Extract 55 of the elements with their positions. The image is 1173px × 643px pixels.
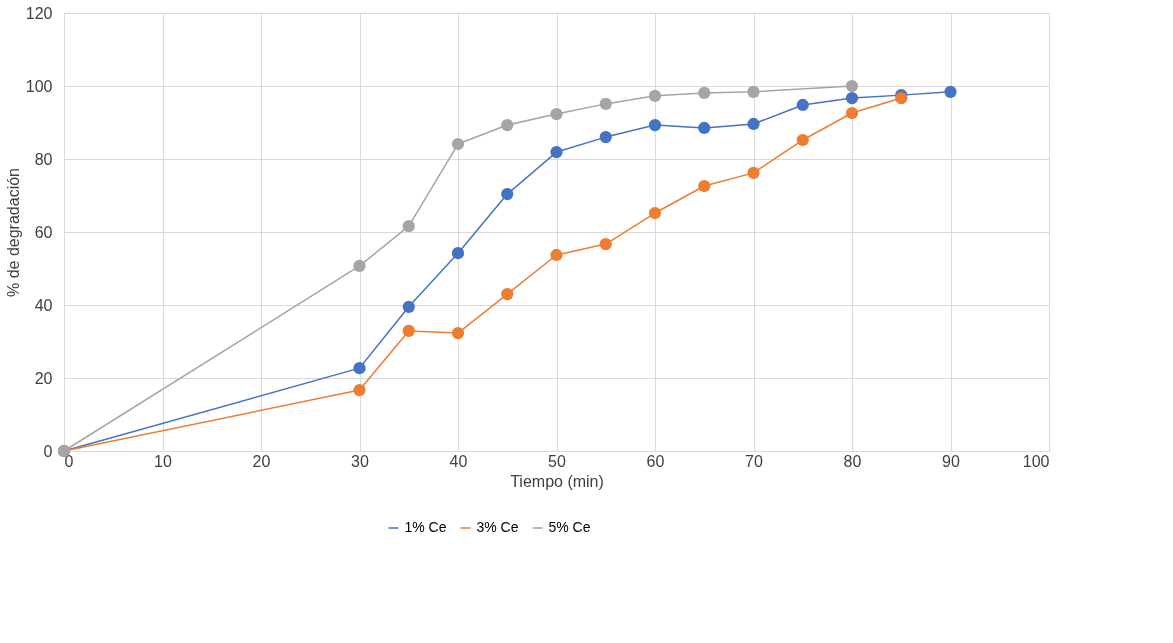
point <box>402 324 415 338</box>
y-tick-label: 60 <box>34 223 53 241</box>
point <box>648 89 662 102</box>
point <box>648 118 662 132</box>
x-tick-label: 80 <box>843 452 862 470</box>
legend-label: 3% Ce <box>476 519 519 535</box>
x-tick-label: 70 <box>745 452 763 470</box>
point <box>796 133 809 147</box>
point <box>845 79 859 93</box>
x-axis-title: Tiempo (min) <box>510 472 604 490</box>
point <box>451 247 465 260</box>
point <box>845 106 859 120</box>
legend-label: 1% Ce <box>404 519 447 535</box>
legend-label: 5% Ce <box>548 519 591 535</box>
point <box>353 259 366 273</box>
point <box>550 107 563 121</box>
point <box>353 362 366 375</box>
x-tick-label: 30 <box>351 452 369 470</box>
point <box>698 179 711 193</box>
point <box>944 85 957 98</box>
y-tick-label: 40 <box>34 296 53 314</box>
point <box>796 98 809 112</box>
point <box>599 237 612 251</box>
point <box>599 130 612 144</box>
point <box>501 118 514 132</box>
point <box>550 248 563 262</box>
y-axis-title: % de degradación <box>4 168 22 297</box>
x-tick-label: 10 <box>154 452 172 470</box>
point <box>845 91 859 105</box>
x-tick-label: 100 <box>1022 452 1050 470</box>
y-tick-label: 80 <box>34 150 53 168</box>
point <box>698 86 711 100</box>
x-tick-label: 50 <box>548 452 566 470</box>
point <box>747 117 760 131</box>
point <box>550 145 563 159</box>
y-tick-label: 20 <box>34 369 53 387</box>
point <box>501 187 514 201</box>
point <box>747 85 760 98</box>
x-tick-label: 90 <box>942 452 960 470</box>
point <box>648 206 662 220</box>
point <box>451 326 465 340</box>
point <box>402 220 415 233</box>
x-tick-label: 40 <box>449 452 468 470</box>
point <box>599 97 612 110</box>
x-tick-label: 20 <box>252 452 271 470</box>
x-tick-label: 0 <box>64 452 74 470</box>
point <box>451 137 465 151</box>
x-tick-label: 60 <box>646 452 665 470</box>
y-tick-label: 120 <box>25 4 53 22</box>
point <box>747 166 760 179</box>
y-tick-label: 100 <box>25 77 53 95</box>
point <box>353 383 366 397</box>
point <box>698 121 711 135</box>
point <box>402 300 415 313</box>
point <box>501 287 514 301</box>
